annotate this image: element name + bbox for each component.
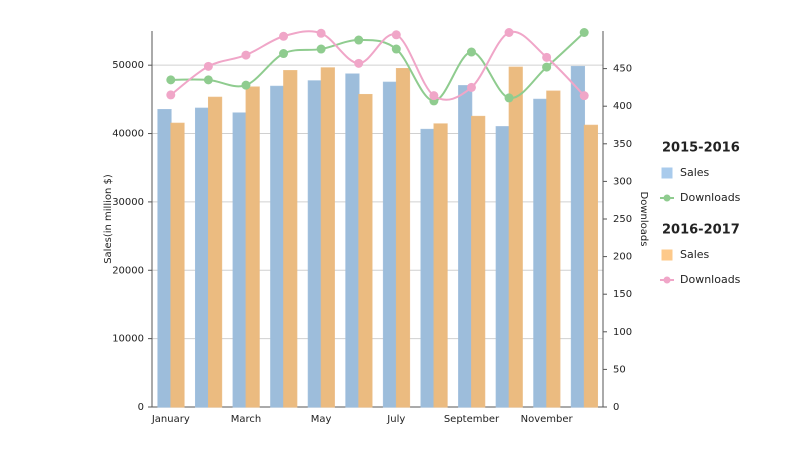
line-point [466,47,476,57]
x-tick-label: January [151,414,190,425]
legend-label: Sales [680,166,710,179]
y2-tick-label: 100 [613,327,632,338]
line-point [279,49,289,59]
line-point [166,90,176,100]
y-tick-label: 10000 [112,334,144,345]
line-point [241,80,251,90]
line-point [579,28,589,38]
bar [194,107,210,408]
line-point [279,31,289,41]
bar [570,65,586,408]
x-tick-label: May [311,414,332,425]
bar [245,86,260,408]
bar [508,66,523,408]
line-point [203,61,213,71]
line-point [241,50,251,60]
legend-swatch [661,167,673,179]
legend-swatch [663,194,671,202]
line-point [391,30,401,40]
bar [395,67,411,408]
bar [207,96,223,408]
line-point [391,44,401,54]
bar [471,115,486,408]
line-point [166,75,176,85]
x-tick-label: September [444,414,500,425]
bar [345,73,360,408]
legend-swatch [663,276,671,284]
legend-label: Downloads [680,191,741,204]
line-point [203,75,213,85]
bar [232,112,247,408]
y2-tick-label: 400 [613,101,632,112]
bar [358,93,373,408]
y-tick-label: 40000 [112,129,144,140]
line-point [354,35,364,45]
bar [495,126,510,408]
line-point [504,93,514,103]
legend-label: Downloads [680,273,741,286]
line-point [542,62,552,72]
bar [157,109,172,408]
legend-title: 2015-2016 [662,141,740,156]
y2-tick-label: 50 [613,364,626,375]
line-point [316,28,326,38]
bar [583,124,599,408]
line-point [429,91,439,101]
y-tick-label: 20000 [112,265,144,276]
bar [546,90,561,408]
legend-swatch [661,249,673,261]
y2-tick-label: 200 [613,252,632,263]
bar [170,122,185,408]
y2-tick-label: 250 [613,214,632,225]
y2-tick-label: 450 [613,64,632,75]
line-point [316,44,326,54]
bar [270,85,285,408]
x-tick-label: March [231,414,261,425]
y-tick-label: 0 [138,402,144,413]
line-point [579,91,589,101]
bar [533,98,548,408]
y-axis-label: Sales(in million $) [103,174,114,264]
bar [382,81,398,408]
y-tick-label: 50000 [112,60,144,71]
y2-axis-label: Downloads [638,192,649,247]
bar [307,80,322,408]
bar [420,128,435,408]
y2-tick-label: 300 [613,176,632,187]
y-tick-label: 30000 [112,197,144,208]
bar [433,123,448,408]
bar [458,85,473,408]
x-tick-label: July [386,414,405,425]
line-point [504,28,514,38]
x-tick-label: November [521,414,574,425]
bar [320,67,335,408]
y2-tick-label: 150 [613,289,632,300]
legend-title: 2016-2017 [662,223,740,238]
line-point [354,58,364,68]
line-point [466,82,476,92]
y2-tick-label: 0 [613,402,619,413]
y2-tick-label: 350 [613,139,632,150]
bar [283,70,298,408]
legend-label: Sales [680,248,710,261]
line-point [542,52,552,62]
